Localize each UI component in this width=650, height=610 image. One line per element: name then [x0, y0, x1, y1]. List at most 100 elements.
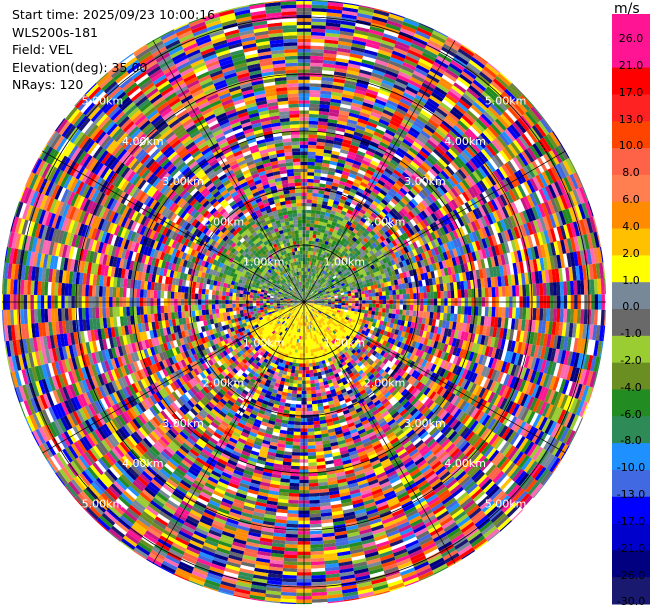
velocity-bin	[546, 133, 558, 149]
velocity-bin	[399, 187, 408, 196]
velocity-bin	[378, 311, 382, 317]
velocity-bin	[344, 129, 355, 135]
velocity-bin	[472, 139, 484, 151]
velocity-bin	[374, 207, 382, 214]
velocity-bin	[351, 303, 356, 306]
velocity-bin	[308, 141, 317, 146]
velocity-bin	[319, 104, 330, 109]
velocity-bin	[362, 102, 374, 109]
velocity-bin	[474, 76, 489, 89]
velocity-bin	[402, 304, 407, 310]
velocity-bin	[433, 305, 438, 313]
velocity-bin	[316, 287, 320, 291]
velocity-bin	[449, 231, 456, 241]
velocity-bin	[333, 261, 338, 266]
velocity-bin	[325, 283, 330, 287]
velocity-bin	[321, 239, 326, 244]
velocity-bin	[395, 212, 403, 220]
velocity-bin	[395, 40, 410, 50]
velocity-bin	[434, 200, 443, 209]
velocity-bin	[429, 36, 445, 47]
velocity-bin	[342, 242, 348, 248]
velocity-bin	[310, 62, 323, 67]
velocity-bin	[490, 199, 499, 211]
velocity-bin	[323, 53, 337, 58]
velocity-bin	[307, 299, 311, 301]
velocity-bin	[369, 230, 376, 237]
velocity-bin	[506, 216, 514, 229]
velocity-bin	[344, 298, 349, 301]
velocity-bin	[313, 248, 317, 253]
velocity-bin	[369, 26, 385, 34]
velocity-bin	[325, 29, 340, 35]
velocity-bin	[367, 232, 374, 239]
velocity-bin	[349, 53, 364, 60]
velocity-bin	[335, 287, 340, 291]
velocity-bin	[377, 213, 384, 221]
velocity-bin	[353, 131, 364, 138]
velocity-bin	[369, 203, 377, 210]
velocity-bin	[459, 193, 468, 204]
velocity-bin	[398, 101, 411, 110]
velocity-bin	[431, 165, 441, 175]
velocity-bin	[386, 203, 394, 211]
velocity-bin	[310, 297, 314, 300]
velocity-bin	[334, 249, 339, 255]
velocity-bin	[537, 120, 550, 136]
velocity-bin	[502, 147, 513, 161]
velocity-bin	[422, 285, 427, 293]
velocity-bin	[359, 274, 364, 279]
velocity-bin	[355, 214, 363, 221]
velocity-bin	[406, 166, 416, 175]
velocity-bin	[309, 233, 313, 238]
velocity-bin	[478, 151, 489, 163]
velocity-bin	[309, 93, 321, 98]
velocity-bin	[449, 109, 462, 120]
velocity-bin	[382, 291, 386, 296]
velocity-bin	[368, 255, 374, 261]
velocity-bin	[389, 175, 398, 183]
velocity-bin	[354, 294, 359, 298]
velocity-bin	[371, 19, 387, 27]
velocity-bin	[409, 310, 414, 317]
velocity-bin	[318, 264, 322, 268]
velocity-bin	[357, 12, 373, 20]
velocity-bin	[343, 289, 348, 293]
velocity-bin	[357, 169, 366, 176]
velocity-bin	[412, 249, 418, 257]
velocity-bin	[324, 296, 328, 299]
velocity-bin	[379, 259, 385, 266]
velocity-bin	[346, 259, 351, 265]
velocity-bin	[351, 254, 356, 260]
velocity-bin	[586, 217, 594, 234]
velocity-bin	[319, 294, 324, 297]
velocity-bin	[328, 115, 339, 121]
velocity-bin	[409, 287, 414, 294]
velocity-bin	[310, 49, 324, 54]
velocity-bin	[409, 250, 415, 258]
velocity-bin	[416, 115, 428, 125]
velocity-bin	[344, 252, 349, 258]
velocity-bin	[443, 290, 448, 299]
velocity-bin	[526, 222, 534, 235]
velocity-bin	[495, 75, 509, 89]
velocity-bin	[357, 187, 365, 194]
velocity-bin	[315, 238, 320, 243]
velocity-bin	[322, 236, 327, 241]
velocity-bin	[324, 215, 330, 220]
velocity-bin	[305, 254, 308, 258]
velocity-bin	[305, 292, 308, 296]
velocity-bin	[402, 61, 416, 71]
velocity-bin	[307, 151, 316, 156]
velocity-bin	[378, 46, 393, 54]
velocity-bin	[406, 52, 421, 62]
velocity-bin	[549, 214, 557, 229]
velocity-bin	[359, 208, 366, 215]
velocity-bin	[386, 66, 400, 75]
velocity-bin	[422, 144, 433, 154]
velocity-bin	[361, 245, 367, 251]
velocity-bin	[416, 152, 427, 162]
velocity-bin	[331, 88, 344, 94]
velocity-bin	[322, 159, 331, 165]
velocity-bin	[321, 261, 326, 266]
